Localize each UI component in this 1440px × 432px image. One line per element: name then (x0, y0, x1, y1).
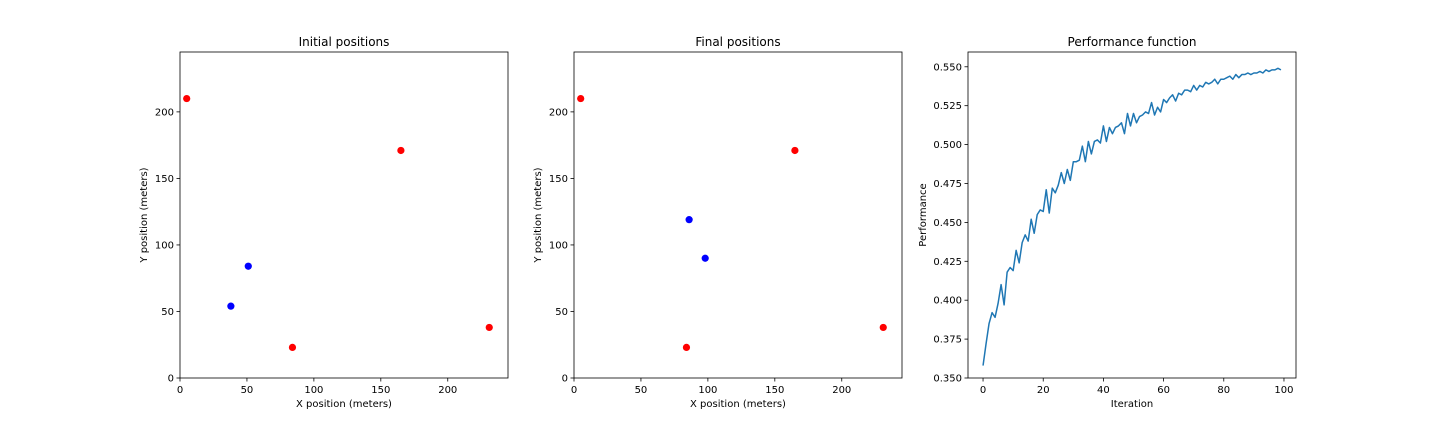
final-positions-panel: Final positions X position (meters) Y po… (533, 35, 903, 410)
x-tick-label: 80 (1217, 385, 1230, 396)
axes-frame (967, 51, 1297, 379)
x-tick-label: 40 (1097, 385, 1110, 396)
y-tick-label: 0 (168, 374, 174, 385)
axes-frame (573, 51, 903, 379)
chart-title: Performance function (1068, 35, 1197, 49)
scatter-point (244, 262, 252, 270)
scatter-point (879, 323, 887, 332)
y-tick-label: 200 (155, 107, 174, 118)
scatter-point (682, 343, 691, 351)
y-tick-label: 150 (549, 174, 568, 185)
y-tick-label: 150 (155, 174, 174, 185)
scatter-point (701, 254, 709, 262)
x-tick-label: 50 (635, 385, 648, 396)
y-tick-label: 100 (155, 240, 174, 251)
x-tick-label: 200 (438, 385, 457, 396)
y-tick-label: 50 (555, 307, 568, 318)
scatter-point (791, 146, 799, 155)
scatter-point (183, 94, 191, 103)
y-axis-label: Y position (meters) (139, 167, 150, 263)
scatter-point (577, 94, 585, 103)
x-tick-label: 150 (371, 385, 390, 396)
y-tick-label: 0.550 (933, 62, 962, 73)
y-tick-label: 0.425 (933, 257, 962, 268)
y-tick-label: 0 (562, 374, 568, 385)
y-tick-label: 0.350 (933, 374, 962, 385)
y-tick-label: 0.500 (933, 140, 962, 151)
x-tick-label: 150 (765, 385, 784, 396)
y-tick-label: 100 (549, 240, 568, 251)
scatter-point (227, 302, 235, 310)
y-tick-label: 0.375 (933, 335, 962, 346)
x-tick-label: 100 (698, 385, 717, 396)
chart-title: Initial positions (299, 35, 390, 49)
scatter-point (685, 216, 693, 224)
y-tick-label: 0.475 (933, 179, 962, 190)
scatter-point (485, 323, 493, 332)
performance-function-panel: Performance function Iteration Performan… (918, 35, 1297, 410)
x-tick-label: 50 (241, 385, 254, 396)
x-axis-label: X position (meters) (690, 399, 786, 410)
x-tick-label: 0 (980, 385, 986, 396)
axes-frame (179, 51, 509, 379)
x-tick-label: 0 (571, 385, 577, 396)
performance-line (982, 67, 1282, 366)
x-tick-label: 0 (177, 385, 183, 396)
x-tick-label: 60 (1157, 385, 1170, 396)
scatter-point (288, 343, 297, 351)
x-tick-label: 20 (1037, 385, 1050, 396)
chart-title: Final positions (695, 35, 780, 49)
y-tick-label: 0.450 (933, 218, 962, 229)
scatter-point (397, 146, 405, 155)
x-tick-label: 100 (304, 385, 323, 396)
x-axis-label: X position (meters) (296, 399, 392, 410)
initial-positions-panel: Initial positions X position (meters) Y … (139, 35, 509, 410)
y-axis-label: Performance (918, 183, 929, 246)
y-tick-label: 50 (161, 307, 174, 318)
y-tick-label: 200 (549, 107, 568, 118)
y-tick-label: 0.525 (933, 101, 962, 112)
y-tick-label: 0.400 (933, 296, 962, 307)
x-tick-label: 200 (832, 385, 851, 396)
y-axis-label: Y position (meters) (533, 167, 544, 263)
x-axis-label: Iteration (1111, 399, 1153, 410)
x-tick-label: 100 (1274, 385, 1293, 396)
